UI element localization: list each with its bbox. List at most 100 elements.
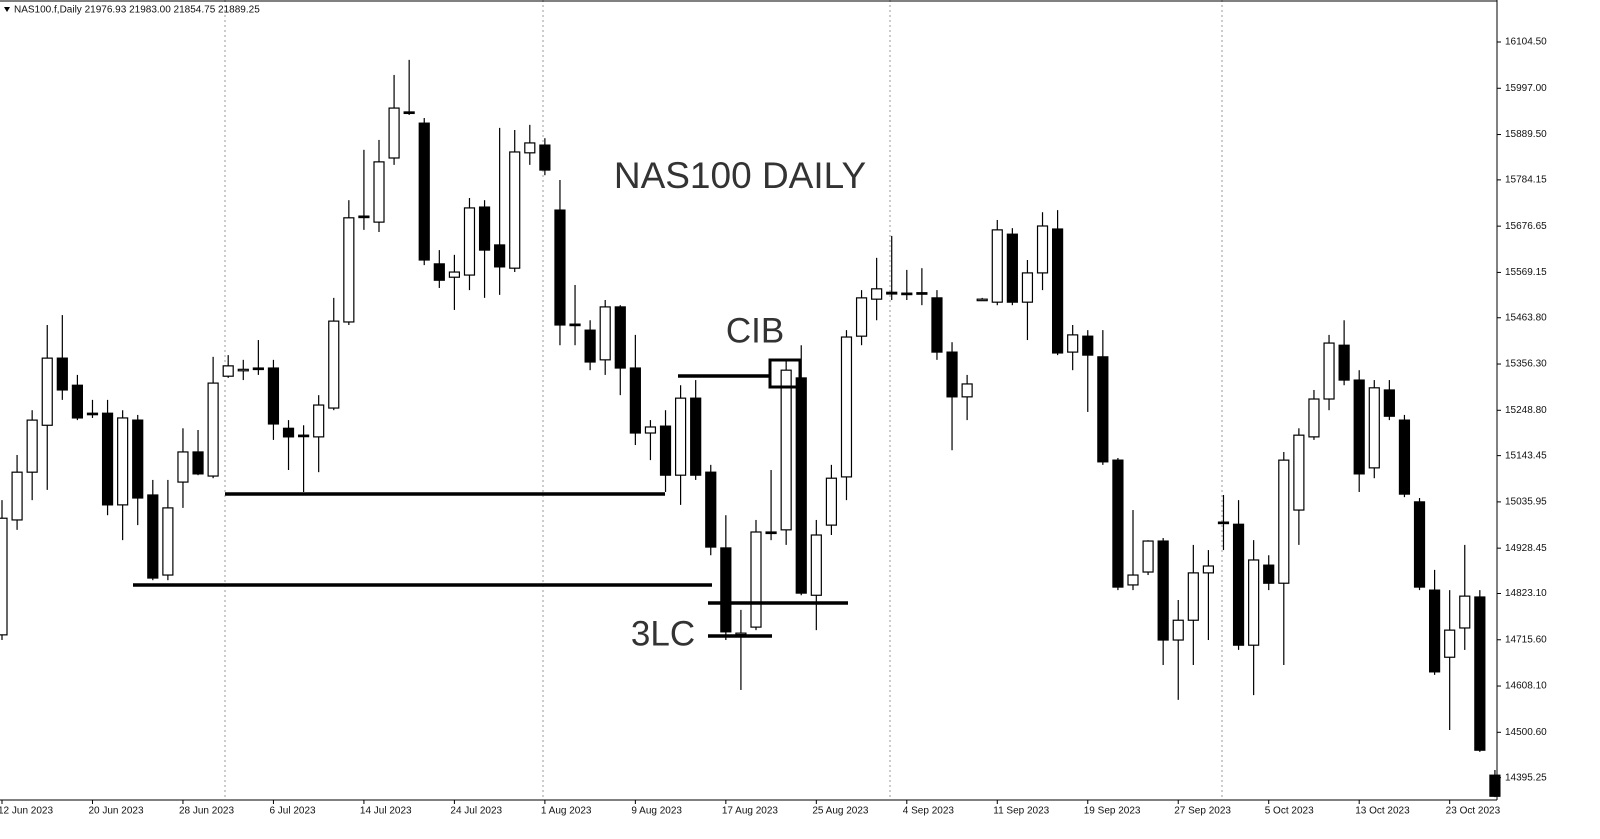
candle-body (162, 507, 174, 576)
candle-body (720, 547, 732, 633)
candle-body (1278, 459, 1290, 584)
candle-body (1308, 398, 1320, 438)
candle-body (1067, 334, 1079, 353)
candle-body (358, 215, 370, 219)
x-tick-label: 6 Jul 2023 (269, 806, 316, 817)
x-tick-label: 4 Sep 2023 (903, 806, 955, 817)
y-tick-label: 15889.50 (1505, 129, 1547, 140)
candle-body (388, 107, 400, 159)
x-tick-label: 25 Aug 2023 (812, 806, 869, 817)
candle-body (644, 426, 657, 434)
x-tick-label: 19 Sep 2023 (1084, 806, 1141, 817)
x-tick-label: 5 Oct 2023 (1265, 806, 1314, 817)
candle-body (1398, 419, 1411, 495)
candle-body (237, 368, 249, 372)
x-tick-label: 13 Oct 2023 (1355, 806, 1410, 817)
candle-body (1263, 564, 1275, 584)
y-tick-label: 15248.80 (1505, 405, 1547, 416)
candle-body (101, 412, 114, 506)
x-tick-label: 27 Sep 2023 (1174, 806, 1231, 817)
candle-body (463, 207, 476, 276)
candle-body (569, 323, 581, 327)
candle-body (539, 144, 551, 171)
y-tick-label: 15143.45 (1505, 450, 1547, 461)
y-tick-label: 15569.15 (1505, 267, 1547, 278)
candle-body (1232, 523, 1245, 646)
candle-body (192, 451, 204, 475)
candle-body (478, 206, 491, 251)
candle-body (1082, 335, 1094, 356)
symbol-header: NAS100.f,Daily 21976.93 21983.00 21854.7… (14, 5, 260, 16)
candle-body (282, 427, 295, 438)
candle-body (0, 517, 8, 636)
axes: 16104.50 15997.00 15889.50 15784.15 15676.65… (0, 37, 1547, 817)
y-tick-label: 15997.00 (1505, 83, 1547, 94)
y-tick-label: 14715.60 (1505, 634, 1547, 645)
candle-body (1383, 389, 1395, 417)
candle-body (177, 451, 189, 483)
y-tick-label: 14500.60 (1505, 727, 1547, 738)
candle-body (222, 365, 234, 377)
candle-body (11, 471, 23, 521)
candle-body (252, 367, 264, 371)
candle-body (795, 377, 807, 594)
candle-body (855, 297, 868, 337)
candle-body (509, 151, 521, 269)
candle-body (946, 351, 958, 398)
candle-body (1444, 629, 1456, 658)
y-tick-label: 15784.15 (1505, 175, 1547, 186)
y-tick-label: 16104.50 (1505, 37, 1547, 48)
candle-body (991, 229, 1003, 303)
candle-body (117, 417, 129, 506)
annotation: NAS100 DAILY (614, 155, 866, 196)
candle-body (780, 369, 792, 531)
candle-body (931, 297, 943, 353)
x-tick-label: 12 Jun 2023 (0, 806, 53, 817)
candle-body (976, 298, 988, 302)
candle-body (71, 384, 84, 419)
y-tick-label: 14928.45 (1505, 543, 1547, 554)
header-arrow (4, 7, 10, 12)
annotation: CIB (726, 311, 784, 350)
candle-body (690, 397, 702, 476)
y-tick-label: 15035.95 (1505, 497, 1547, 508)
candle-body (1248, 559, 1260, 646)
x-tick-label: 14 Jul 2023 (360, 806, 412, 817)
candle-body (599, 306, 611, 361)
candle-body (403, 111, 415, 115)
candle-body (298, 434, 310, 438)
candle-body (1338, 344, 1350, 381)
candle-body (886, 291, 898, 295)
candle-body (916, 292, 928, 295)
candle-body (1172, 619, 1184, 641)
x-tick-label: 17 Aug 2023 (722, 806, 779, 817)
candle-body (86, 412, 99, 416)
candle-body (765, 531, 777, 535)
drawn-box (768, 358, 802, 389)
candle-body (343, 217, 355, 323)
candle-body (1368, 387, 1380, 469)
candle-body (1474, 596, 1486, 751)
candle-body (373, 161, 385, 223)
x-tick-label: 28 Jun 2023 (179, 806, 234, 817)
candle-body (1428, 589, 1441, 673)
candle-body (871, 288, 883, 300)
candle-body (1036, 225, 1049, 274)
candle-body (132, 419, 144, 499)
y-tick-label: 15356.30 (1505, 359, 1547, 370)
candle-body (1489, 774, 1501, 797)
candle-body (554, 209, 566, 326)
candle-body (56, 357, 68, 391)
candle-body (26, 419, 38, 473)
candle-body (1187, 572, 1199, 621)
candle-body (1459, 595, 1471, 629)
y-tick-label: 14395.25 (1505, 772, 1547, 783)
candle-body (1353, 379, 1365, 475)
candle-body (901, 292, 913, 296)
candles (0, 59, 1501, 798)
candle-body (1097, 356, 1109, 463)
candle-body (418, 122, 430, 261)
x-tick-label: 24 Jul 2023 (450, 806, 502, 817)
candle-body (524, 142, 536, 154)
